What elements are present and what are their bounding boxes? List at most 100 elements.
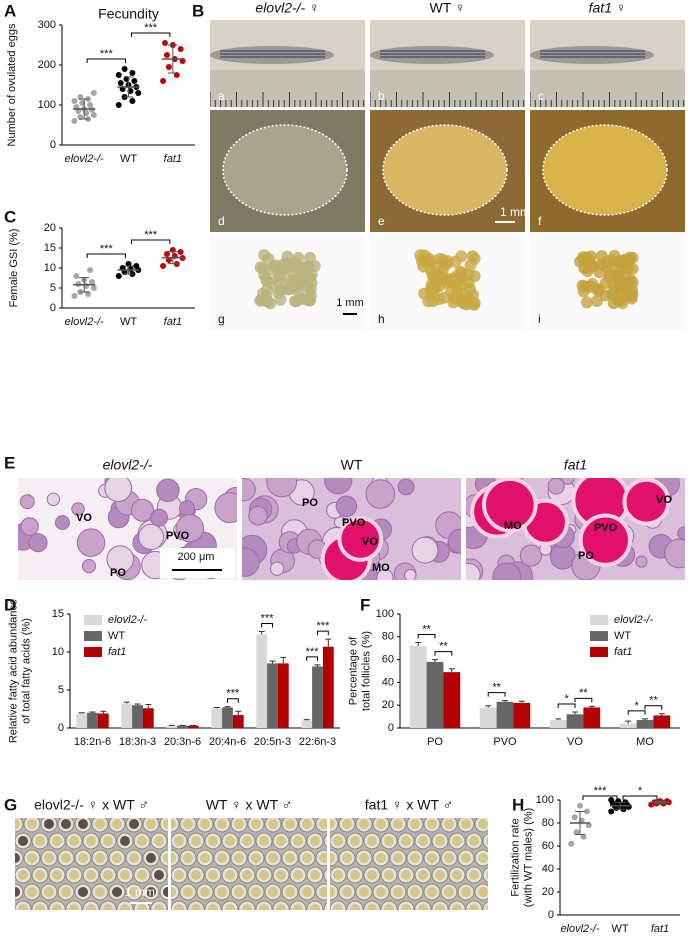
- significance-bracket: [131, 239, 171, 244]
- embryo: [61, 887, 71, 897]
- embryo: [444, 819, 454, 829]
- embryo: [137, 870, 147, 880]
- bar: [496, 701, 514, 728]
- x-tick-label: PVO: [493, 736, 517, 748]
- y-tick-label: 0: [50, 302, 56, 314]
- follicle: [635, 555, 648, 568]
- significance-label: *: [634, 700, 639, 712]
- follicle: [397, 478, 415, 496]
- bar: [301, 720, 313, 728]
- egg: [618, 257, 631, 270]
- embryo: [330, 853, 335, 863]
- embryo: [333, 870, 343, 880]
- follicle: [71, 502, 85, 516]
- bar: [267, 663, 278, 728]
- follicle-label: PO: [110, 567, 126, 579]
- significance-bracket: [557, 703, 576, 709]
- photo-label: h: [378, 312, 385, 326]
- error-bar: [658, 713, 665, 716]
- embryo: [61, 819, 71, 829]
- embryo: [367, 836, 377, 846]
- egg: [450, 280, 463, 293]
- data-point: [88, 279, 95, 285]
- data-point: [121, 66, 128, 72]
- embryo: [146, 819, 156, 829]
- significance-bracket: [434, 651, 453, 656]
- scale-bar-label: 1 mm: [336, 297, 364, 309]
- follicle: [138, 523, 165, 551]
- follicle: [404, 569, 417, 580]
- bar: [256, 634, 268, 728]
- error-bar: [642, 718, 648, 721]
- photo: [15, 818, 168, 910]
- sd-bar: [123, 265, 134, 275]
- embryo: [259, 836, 269, 846]
- error-bar: [572, 711, 578, 715]
- photo-label: a: [218, 89, 225, 103]
- y-tick-label: 20: [382, 699, 394, 711]
- data-point: [131, 78, 138, 84]
- embryo: [302, 887, 312, 897]
- sd-bar: [79, 98, 90, 120]
- follicle-label: PVO: [594, 522, 618, 534]
- photo-label: f: [538, 214, 542, 228]
- follicle: [150, 508, 169, 527]
- scale-bar-label: 200 μm: [178, 551, 215, 563]
- data-point: [177, 46, 184, 52]
- embryo: [452, 870, 462, 880]
- embryo: [452, 836, 462, 846]
- embryo: [242, 870, 252, 880]
- embryo: [112, 853, 122, 863]
- embryo: [268, 887, 278, 897]
- embryo: [418, 870, 428, 880]
- data-point: [90, 112, 97, 118]
- legend-label: fat1: [614, 646, 632, 658]
- follicle-label: VO: [76, 512, 92, 524]
- embryo: [310, 904, 320, 910]
- embryo: [427, 887, 437, 897]
- follicle-label: VO: [656, 494, 672, 506]
- embryo: [120, 836, 130, 846]
- x-tick-label: elovl2-/-: [65, 316, 104, 328]
- bar: [479, 707, 497, 728]
- embryo: [174, 904, 184, 910]
- embryo: [35, 870, 45, 880]
- significance-label: ***: [594, 785, 608, 797]
- egg: [294, 273, 307, 286]
- embryo: [18, 836, 28, 846]
- sd-bar: [655, 800, 665, 804]
- significance-label: **: [439, 641, 448, 653]
- significance-label: **: [579, 687, 588, 699]
- embryo: [367, 904, 377, 910]
- embryo: [200, 887, 210, 897]
- error-bar: [123, 701, 130, 704]
- embryo: [208, 870, 218, 880]
- egg: [466, 289, 479, 302]
- ruler: [210, 70, 365, 107]
- photo-label: i: [538, 312, 541, 326]
- egg: [428, 281, 441, 294]
- embryo: [154, 836, 164, 846]
- y-axis-label: Number of ovulated eggs: [6, 23, 18, 146]
- embryo: [435, 904, 445, 910]
- bar: [549, 720, 567, 728]
- significance-label: *: [638, 785, 643, 797]
- embryo: [319, 853, 327, 863]
- panel-label: H: [512, 795, 524, 814]
- mature-oocyte: [482, 478, 538, 533]
- ovary: [382, 124, 508, 216]
- error-bar: [134, 703, 141, 706]
- egg: [302, 294, 315, 307]
- bar: [76, 713, 88, 728]
- significance-bracket: [86, 58, 126, 63]
- sd-bar: [575, 811, 585, 835]
- data-point: [165, 64, 172, 70]
- bar: [653, 715, 671, 728]
- embryo: [86, 904, 96, 910]
- embryo: [393, 887, 403, 897]
- embryo: [435, 870, 445, 880]
- column-title: elovl2-/- ♀ x WT ♂: [34, 797, 149, 813]
- significance-label: ***: [144, 22, 158, 34]
- legend-label: WT: [614, 630, 631, 642]
- embryo: [69, 904, 79, 910]
